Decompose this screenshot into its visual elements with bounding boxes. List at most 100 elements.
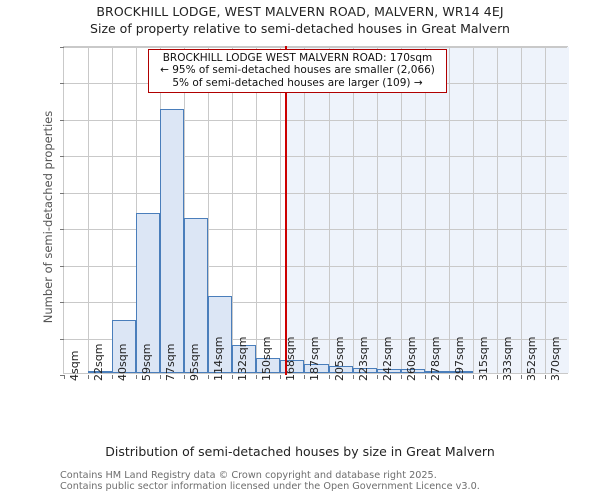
gridline-vertical xyxy=(136,47,137,373)
histogram-bar[interactable] xyxy=(232,345,257,373)
gridline-vertical xyxy=(232,47,233,373)
gridline-vertical xyxy=(256,47,257,373)
x-axis-tick xyxy=(377,375,378,379)
y-axis-tick xyxy=(60,120,64,121)
x-axis-tick-label: 242sqm xyxy=(381,336,394,381)
gridline-vertical xyxy=(449,47,450,373)
gridline-horizontal xyxy=(64,156,567,157)
gridline-horizontal xyxy=(64,193,567,194)
plot-area: 01002003004005006007008009004sqm22sqm40s… xyxy=(60,46,569,381)
x-axis-tick xyxy=(232,375,233,379)
histogram-bar[interactable] xyxy=(304,363,329,373)
x-axis-tick-label: 114sqm xyxy=(212,336,225,381)
gridline-vertical xyxy=(112,47,113,373)
gridline-vertical xyxy=(377,47,378,373)
x-axis-tick xyxy=(160,375,161,379)
y-axis-tick xyxy=(60,302,64,303)
y-axis-tick xyxy=(60,339,64,340)
gridline-vertical xyxy=(521,47,522,373)
x-axis-tick xyxy=(521,375,522,379)
histogram-bar[interactable] xyxy=(376,368,401,373)
histogram-bar[interactable] xyxy=(160,109,185,373)
marker-annotation-box: BROCKHILL LODGE WEST MALVERN ROAD: 170sq… xyxy=(148,49,447,94)
x-axis-tick xyxy=(304,375,305,379)
x-axis-label: Distribution of semi-detached houses by … xyxy=(105,444,495,459)
histogram-bar[interactable] xyxy=(112,320,137,373)
x-axis-tick-label: 150sqm xyxy=(260,336,273,381)
gridline-vertical xyxy=(473,47,474,373)
gridline-vertical xyxy=(401,47,402,373)
page-subtitle: Size of property relative to semi-detach… xyxy=(90,21,510,36)
gridline-horizontal xyxy=(64,47,567,48)
y-axis-tick xyxy=(60,83,64,84)
gridline-horizontal xyxy=(64,302,567,303)
x-axis-tick-label: 333sqm xyxy=(501,336,514,381)
histogram-bar[interactable] xyxy=(88,371,113,373)
x-axis-tick-label: 4sqm xyxy=(68,350,81,381)
x-axis-tick-label: 352sqm xyxy=(525,336,538,381)
histogram-bar[interactable] xyxy=(352,367,377,373)
histogram-bar[interactable] xyxy=(256,357,281,373)
gridline-vertical xyxy=(184,47,185,373)
x-axis-tick xyxy=(473,375,474,379)
footer-line-2: Contains public sector information licen… xyxy=(60,481,480,492)
x-axis-tick-label: 205sqm xyxy=(333,336,346,381)
x-axis-tick-label: 95sqm xyxy=(188,343,201,381)
histogram-bar[interactable] xyxy=(184,218,209,373)
gridline-vertical xyxy=(88,47,89,373)
y-axis-label: Number of semi-detached properties xyxy=(41,110,55,324)
annotation-line-1: BROCKHILL LODGE WEST MALVERN ROAD: 170sq… xyxy=(162,52,433,64)
x-axis-tick xyxy=(545,375,546,379)
histogram-bar[interactable] xyxy=(328,365,353,373)
x-axis-tick xyxy=(112,375,113,379)
x-axis-tick xyxy=(64,375,65,379)
y-axis-tick xyxy=(60,156,64,157)
x-axis-tick-label: 187sqm xyxy=(308,336,321,381)
x-axis-tick-label: 22sqm xyxy=(92,343,105,381)
x-axis-tick-label: 132sqm xyxy=(236,336,249,381)
x-axis-tick-label: 223sqm xyxy=(357,336,370,381)
y-axis-tick xyxy=(60,266,64,267)
gridline-vertical xyxy=(545,47,546,373)
y-axis-tick xyxy=(60,229,64,230)
histogram-bar[interactable] xyxy=(136,212,161,373)
x-axis-tick xyxy=(184,375,185,379)
histogram-bar[interactable] xyxy=(208,296,233,373)
gridline-vertical xyxy=(353,47,354,373)
x-axis-tick xyxy=(256,375,257,379)
histogram-bar[interactable] xyxy=(424,370,449,373)
histogram-bar[interactable] xyxy=(448,371,473,373)
gridline-vertical xyxy=(304,47,305,373)
gridline-vertical xyxy=(280,47,281,373)
x-axis-tick xyxy=(449,375,450,379)
gridline-horizontal xyxy=(64,120,567,121)
gridline-vertical xyxy=(425,47,426,373)
x-axis-tick xyxy=(497,375,498,379)
gridline-horizontal xyxy=(64,266,567,267)
x-axis-tick-label: 260sqm xyxy=(405,336,418,381)
gridline-horizontal xyxy=(64,229,567,230)
x-axis-tick xyxy=(353,375,354,379)
page-title: BROCKHILL LODGE, WEST MALVERN ROAD, MALV… xyxy=(96,4,504,19)
gridline-vertical xyxy=(497,47,498,373)
x-axis-tick xyxy=(136,375,137,379)
x-axis-tick xyxy=(280,375,281,379)
y-axis-tick xyxy=(60,375,64,376)
property-size-marker-line xyxy=(284,46,287,375)
x-axis-tick-label: 370sqm xyxy=(549,336,562,381)
gridline-vertical xyxy=(329,47,330,373)
y-axis-tick xyxy=(60,47,64,48)
x-axis-tick-label: 77sqm xyxy=(164,343,177,381)
x-axis-tick-label: 40sqm xyxy=(116,343,129,381)
footer-line-1: Contains HM Land Registry data © Crown c… xyxy=(60,470,437,481)
x-axis-tick-label: 315sqm xyxy=(477,336,490,381)
x-axis-tick xyxy=(208,375,209,379)
gridline-horizontal xyxy=(64,339,567,340)
annotation-line-3: 5% of semi-detached houses are larger (1… xyxy=(172,76,423,89)
x-axis-tick-label: 297sqm xyxy=(453,336,466,381)
x-axis-tick xyxy=(401,375,402,379)
y-axis-tick xyxy=(60,193,64,194)
histogram-bar[interactable] xyxy=(400,369,425,373)
x-axis-tick-label: 59sqm xyxy=(140,343,153,381)
